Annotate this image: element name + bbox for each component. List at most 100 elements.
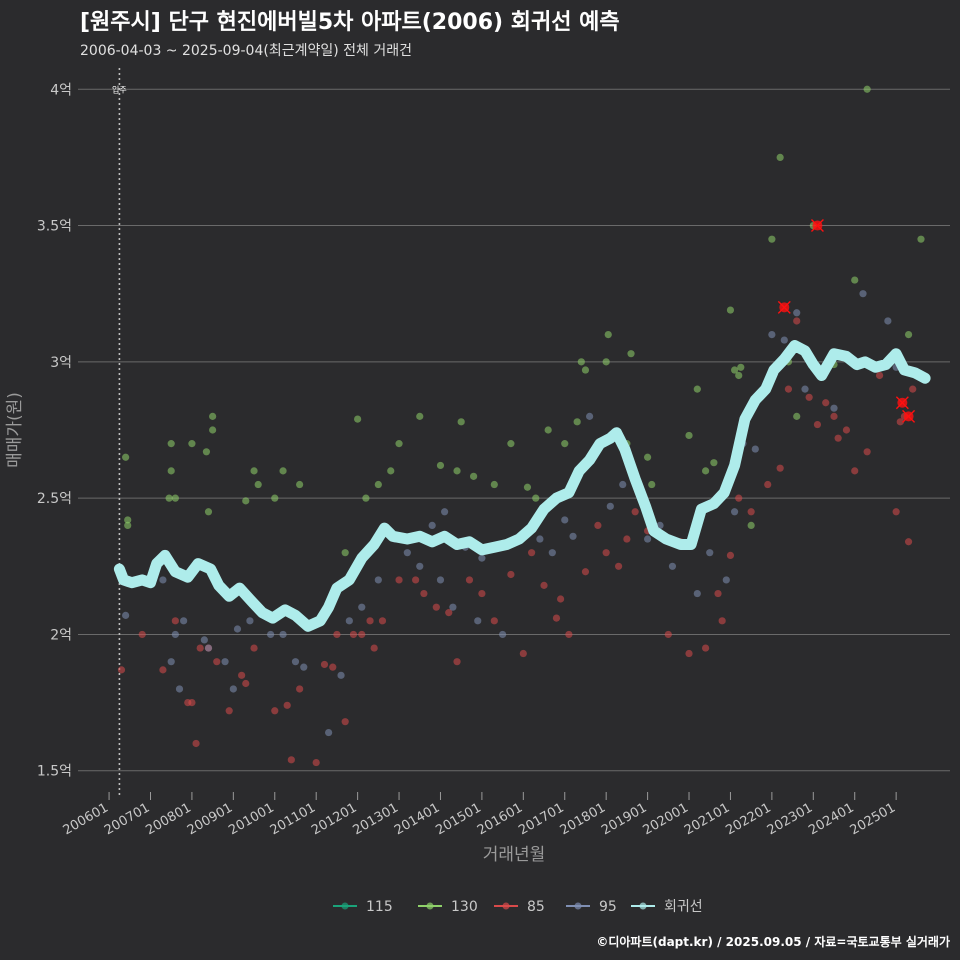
point-130 [507, 440, 515, 448]
legend-item: 85 [494, 899, 545, 915]
point-130 [776, 153, 784, 162]
point-95 [619, 480, 627, 489]
x-tick-label: 202201 [723, 800, 773, 838]
chart-title: [원주시] 단구 현진에버빌5차 아파트(2006) 회귀선 예측 [80, 10, 620, 35]
point-85 [851, 467, 859, 475]
y-tick-label: 4억 [50, 82, 72, 98]
point-95 [180, 617, 188, 625]
point-85 [784, 385, 793, 393]
point-130 [204, 508, 213, 516]
x-tick-label: 202301 [765, 800, 815, 838]
point-130 [490, 480, 498, 489]
x-tick-label: 200901 [185, 800, 235, 838]
point-95 [780, 336, 788, 344]
point-95 [159, 576, 167, 584]
point-85 [822, 399, 830, 407]
point-95 [358, 603, 366, 611]
point-95 [246, 617, 254, 625]
point-130 [296, 480, 304, 489]
point-85 [296, 685, 304, 693]
point-130 [387, 467, 395, 475]
point-130 [747, 521, 755, 530]
point-95 [428, 521, 436, 530]
point-130 [685, 431, 693, 440]
legend: 115 130 85 95 회귀선 [333, 899, 703, 915]
point-85 [213, 658, 221, 666]
point-85 [395, 576, 403, 584]
point-85 [540, 581, 548, 589]
point-130 [354, 415, 362, 423]
highlighted-points [777, 219, 916, 423]
point-130 [470, 472, 478, 480]
point-95 [325, 728, 333, 737]
x-tick-label: 202401 [806, 800, 856, 838]
point-85 [238, 671, 246, 679]
legend-item: 95 [566, 899, 617, 915]
point-95 [751, 445, 759, 453]
point-130 [730, 366, 739, 374]
x-tick-label: 202001 [641, 800, 691, 838]
source-caption: ©디아파트(dapt.kr) / 2025.09.05 / 자료=국토교통부 실… [596, 935, 950, 949]
point-95 [171, 630, 179, 639]
point-95 [122, 611, 130, 619]
x-tick-label: 201301 [351, 800, 401, 838]
point-95 [267, 630, 275, 639]
point-85 [747, 508, 755, 516]
point-85 [358, 630, 366, 639]
point-95 [474, 617, 482, 625]
point-85 [333, 630, 341, 639]
point-85 [813, 420, 822, 429]
point-95 [722, 576, 730, 584]
point-130 [726, 306, 735, 314]
point-85 [188, 698, 196, 707]
point-85 [834, 434, 842, 442]
point-130 [122, 453, 130, 461]
highlight-marker [902, 409, 916, 423]
point-85 [366, 617, 374, 625]
point-85 [445, 609, 453, 617]
legend-swatch-dot [502, 902, 510, 910]
legend-item: 130 [418, 899, 478, 915]
y-tick-label: 1.5억 [37, 764, 72, 780]
x-tick-label: 201801 [558, 800, 608, 838]
point-95 [478, 554, 486, 562]
point-130 [250, 467, 258, 475]
x-tick-label: 201901 [599, 800, 649, 838]
move-in-label: 입주 [112, 85, 127, 94]
point-95 [449, 603, 457, 611]
point-95 [229, 685, 237, 693]
point-130 [573, 418, 581, 426]
point-95 [167, 658, 175, 666]
point-85 [519, 649, 527, 658]
point-95 [345, 617, 353, 625]
point-130 [851, 276, 859, 284]
point-130 [202, 448, 211, 456]
point-85 [432, 603, 440, 611]
point-95 [204, 644, 213, 652]
point-95 [499, 630, 507, 639]
point-130 [648, 480, 656, 489]
point-130 [602, 358, 610, 366]
point-130 [710, 459, 718, 467]
y-tick-label: 3.5억 [37, 219, 72, 235]
x-axis-title: 거래년월 [483, 845, 546, 865]
point-130 [523, 483, 532, 491]
y-axis-ticks: 1.5억 2억 2.5억 3억 4억 3.5억 [37, 82, 72, 779]
point-95 [436, 576, 445, 584]
highlight-marker [810, 219, 824, 233]
point-85 [196, 644, 204, 652]
point-95 [403, 549, 411, 557]
point-130 [171, 494, 179, 502]
x-tick-label: 201401 [392, 800, 442, 838]
point-130 [341, 549, 349, 557]
point-130 [279, 467, 287, 475]
legend-label: 115 [366, 899, 393, 915]
point-85 [138, 630, 146, 639]
x-tick-label: 201001 [226, 800, 276, 838]
legend-swatch-dot [574, 902, 582, 910]
point-130 [457, 418, 465, 426]
point-130 [643, 453, 652, 461]
point-130 [453, 467, 461, 475]
point-85 [171, 617, 179, 625]
point-130 [436, 461, 445, 470]
